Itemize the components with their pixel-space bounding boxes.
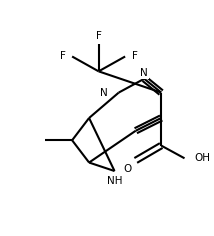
Text: OH: OH	[194, 153, 210, 163]
Text: NH: NH	[107, 176, 122, 185]
Text: O: O	[123, 164, 131, 174]
Text: N: N	[100, 88, 108, 97]
Text: F: F	[96, 31, 102, 41]
Text: F: F	[60, 51, 65, 62]
Text: N: N	[140, 68, 148, 78]
Text: F: F	[132, 51, 138, 62]
